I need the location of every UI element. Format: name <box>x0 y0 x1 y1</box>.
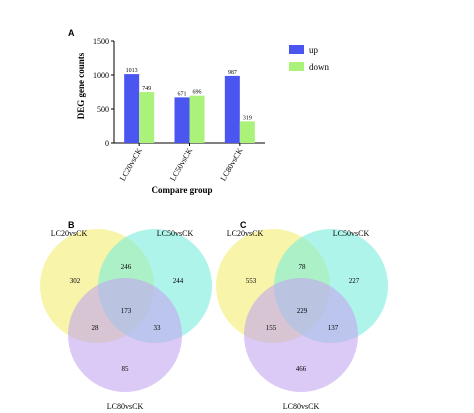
bar-value-label: 987 <box>228 70 237 76</box>
bar-up-1 <box>124 74 140 143</box>
venn-group-c: LC20vsCK LC50vsCK LC80vsCK 553 227 466 78 155 13… <box>216 229 388 411</box>
venn-c-circle-lc80 <box>244 278 358 392</box>
panel-label-a: A <box>68 28 75 38</box>
venn-c-count-abc: 229 <box>297 307 308 315</box>
bar-up-2 <box>174 97 190 143</box>
venn-c-set-label-lc50: LC50vsCK <box>333 229 370 238</box>
y-tick-label: 1000 <box>93 71 109 80</box>
y-tick-label: 500 <box>97 105 109 114</box>
venn-b-count-ac: 28 <box>92 324 100 332</box>
bar-value-label: 1013 <box>126 68 138 74</box>
venn-b-count-only-b: 244 <box>173 277 184 285</box>
bar-down-3 <box>239 121 255 143</box>
legend-label-down: down <box>309 62 329 72</box>
x-axis-label: Compare group <box>152 185 213 195</box>
bar-marks: 1013 749 671 696 987 319 <box>124 68 255 143</box>
venn-b-count-only-c: 85 <box>122 365 130 373</box>
venn-b-set-label-lc20: LC20vsCK <box>51 229 88 238</box>
y-tick-label: 1500 <box>93 37 109 46</box>
venn-c-count-bc: 137 <box>328 324 339 332</box>
bar-value-label: 696 <box>193 90 202 96</box>
bar-up-3 <box>224 75 240 143</box>
legend-label-up: up <box>309 45 319 55</box>
panel-label-c: C <box>240 220 247 230</box>
venn-c-count-only-b: 227 <box>349 277 360 285</box>
legend-swatch-up <box>289 45 304 54</box>
venn-c-set-label-lc20: LC20vsCK <box>227 229 264 238</box>
venn-c-count-ac: 155 <box>266 324 277 332</box>
venn-c-count-only-a: 553 <box>246 277 257 285</box>
venn-b-circle-lc50 <box>98 229 212 343</box>
venn-c-count-ab: 78 <box>299 263 307 271</box>
venn-c-circle-lc20 <box>216 229 330 343</box>
venn-b-count-abc: 173 <box>121 307 132 315</box>
venn-b-set-label-lc80: LC80vsCK <box>107 402 144 411</box>
venn-b-count-only-a: 302 <box>70 277 81 285</box>
venn-c-set-label-lc80: LC80vsCK <box>283 402 320 411</box>
x-tick-label: LC50vsCK <box>168 146 194 182</box>
bar-down-1 <box>139 92 155 143</box>
bar-down-2 <box>189 95 205 143</box>
venn-c-circle-lc50 <box>274 229 388 343</box>
venn-b-circle-lc80 <box>68 278 182 392</box>
bar-chart: 0 500 1000 1500 LC20vsCK LC50vsCK LC80vsCK 101… <box>76 37 329 195</box>
legend-swatch-down <box>289 62 304 71</box>
venn-b-count-ab: 246 <box>121 263 132 271</box>
venn-group-b: LC20vsCK LC50vsCK LC80vsCK 302 244 85 246 28 33 1… <box>40 229 212 411</box>
panel-label-b: B <box>68 220 75 230</box>
bar-value-label: 749 <box>142 86 151 92</box>
venn-b-count-bc: 33 <box>154 324 162 332</box>
x-tick-label: LC20vsCK <box>118 146 144 182</box>
venn-c-count-only-c: 466 <box>296 365 307 373</box>
bar-value-label: 319 <box>243 115 252 121</box>
x-tick-label: LC80vsCK <box>219 146 245 182</box>
y-axis-label: DEG gene counts <box>76 52 86 119</box>
y-tick-label: 0 <box>105 139 109 148</box>
bar-value-label: 671 <box>178 91 187 97</box>
venn-b-circle-lc20 <box>40 229 154 343</box>
bar-legend: up down <box>289 45 329 72</box>
venn-b-set-label-lc50: LC50vsCK <box>157 229 194 238</box>
